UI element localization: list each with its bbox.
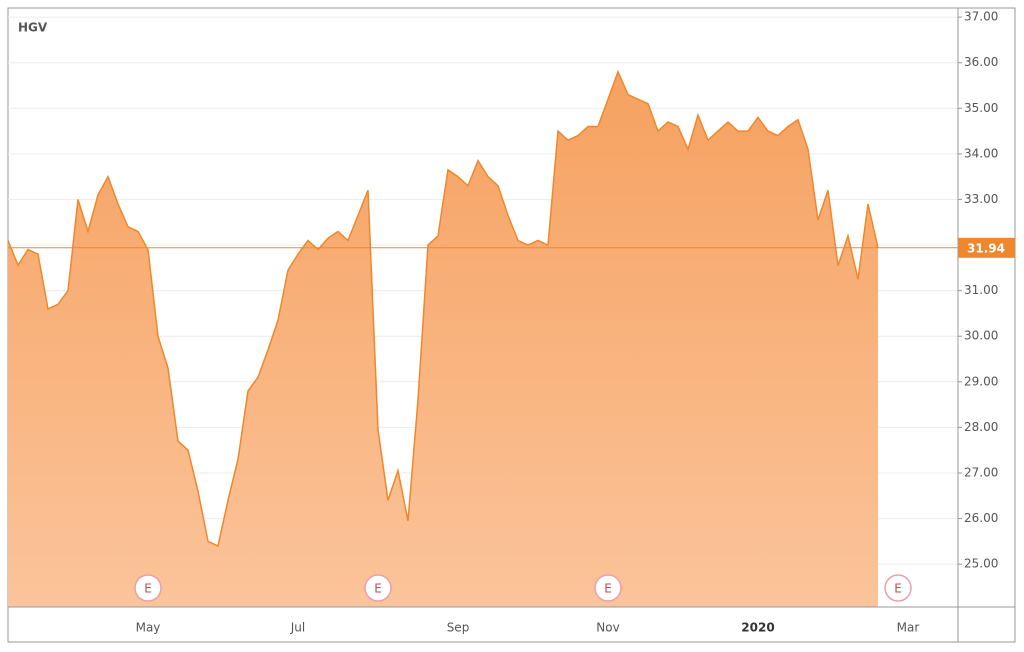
earnings-label: E (144, 582, 152, 596)
chart-title: HGV (18, 21, 48, 35)
earnings-label: E (374, 582, 382, 596)
y-tick-label: 29.00 (964, 374, 998, 388)
x-tick-label: May (136, 621, 161, 635)
y-tick-label: 36.00 (964, 55, 998, 69)
x-tick-label: Mar (897, 621, 920, 635)
earnings-label: E (894, 582, 902, 596)
y-tick-label: 37.00 (964, 10, 998, 24)
x-tick-label: Sep (447, 621, 470, 635)
area (8, 71, 878, 608)
line (7, 69, 879, 547)
earnings-label: E (604, 582, 612, 596)
last-price-box (958, 237, 1015, 258)
y-tick-label: 25.00 (964, 557, 998, 571)
earnings-marker (134, 574, 162, 602)
y-tick-label: 34.00 (964, 146, 998, 160)
last-price-label: 31.94 (967, 241, 1005, 255)
earnings-marker (364, 574, 392, 602)
y-tick-label: 30.00 (964, 329, 998, 343)
x-tick-label: Jul (290, 621, 305, 635)
earnings-marker (594, 574, 622, 602)
x-tick-label: Nov (596, 621, 619, 635)
earnings-marker (884, 574, 912, 602)
y-tick-label: 27.00 (964, 465, 998, 479)
y-tick-label: 31.00 (964, 283, 998, 297)
y-tick-label: 28.00 (964, 420, 998, 434)
y-tick-label: 26.00 (964, 511, 998, 525)
x-tick-label: 2020 (741, 621, 774, 635)
y-tick-label: 35.00 (964, 101, 998, 115)
y-tick-label: 33.00 (964, 192, 998, 206)
